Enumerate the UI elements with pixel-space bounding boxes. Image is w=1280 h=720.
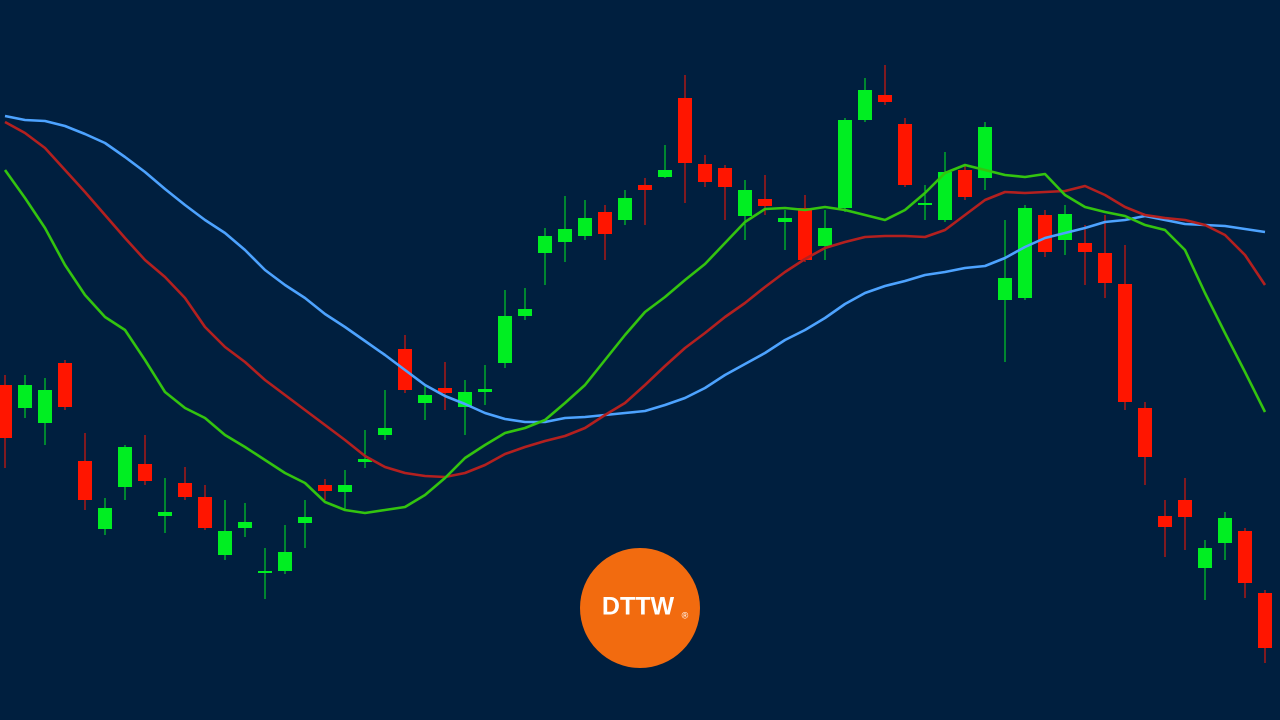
candle-body <box>878 95 892 102</box>
candle-body <box>638 185 652 190</box>
candle-body <box>1218 518 1232 543</box>
moving-average-line <box>4 120 1267 479</box>
candle-body <box>158 512 172 516</box>
moving-average-line <box>4 114 1266 424</box>
candle-body <box>278 552 292 571</box>
candle-body <box>518 309 532 316</box>
candle-body <box>498 316 512 363</box>
logo-mark: ® <box>682 610 689 620</box>
candle-body <box>998 278 1012 300</box>
candle-body <box>818 228 832 246</box>
candle-body <box>958 170 972 197</box>
candle-body <box>18 385 32 408</box>
candle-body <box>698 164 712 182</box>
candle-body <box>98 508 112 529</box>
logo-badge <box>580 548 700 668</box>
candle-body <box>258 571 272 573</box>
candle-body <box>1118 284 1132 402</box>
candle-body <box>198 497 212 528</box>
candle-body <box>858 90 872 120</box>
candle-body <box>918 203 932 205</box>
candle-body <box>378 428 392 435</box>
candle-body <box>0 385 12 438</box>
candle-body <box>1198 548 1212 568</box>
candle-body <box>678 98 692 163</box>
candle-body <box>1038 215 1052 252</box>
candle-body <box>718 168 732 187</box>
candle-body <box>78 461 92 500</box>
candle-body <box>578 218 592 236</box>
candle-body <box>318 485 332 491</box>
candle-body <box>1018 208 1032 298</box>
candle-body <box>758 199 772 206</box>
candle-body <box>658 170 672 177</box>
candle-body <box>118 447 132 487</box>
candle-body <box>438 388 452 393</box>
candle-body <box>1178 500 1192 517</box>
candle-body <box>418 395 432 403</box>
candle-body <box>938 172 952 220</box>
candle-body <box>338 485 352 492</box>
candle-body <box>298 517 312 523</box>
candle-body <box>238 522 252 528</box>
logo: DTTW ® <box>580 548 700 668</box>
candle-body <box>1058 214 1072 240</box>
candle-body <box>798 208 812 260</box>
candle-body <box>1098 253 1112 283</box>
candle-body <box>58 363 72 407</box>
candle-body <box>738 190 752 216</box>
candle-body <box>598 212 612 234</box>
candle-body <box>1258 593 1272 648</box>
candle-body <box>618 198 632 220</box>
candle-body <box>1078 243 1092 252</box>
plot-area <box>0 65 1272 663</box>
candle-body <box>778 218 792 222</box>
candle-body <box>138 464 152 481</box>
moving-average-line <box>3 163 1267 515</box>
candle-body <box>358 459 372 462</box>
candle-body <box>478 389 492 392</box>
candle-body <box>538 236 552 253</box>
candle-body <box>1238 531 1252 583</box>
candle-body <box>178 483 192 497</box>
candle-body <box>558 229 572 242</box>
candle-body <box>1158 516 1172 527</box>
candle-body <box>38 390 52 423</box>
logo-text: DTTW <box>602 593 675 621</box>
candle-body <box>898 124 912 185</box>
candle-body <box>218 531 232 555</box>
candle-body <box>1138 408 1152 457</box>
candle-body <box>838 120 852 208</box>
candle-body <box>978 127 992 178</box>
